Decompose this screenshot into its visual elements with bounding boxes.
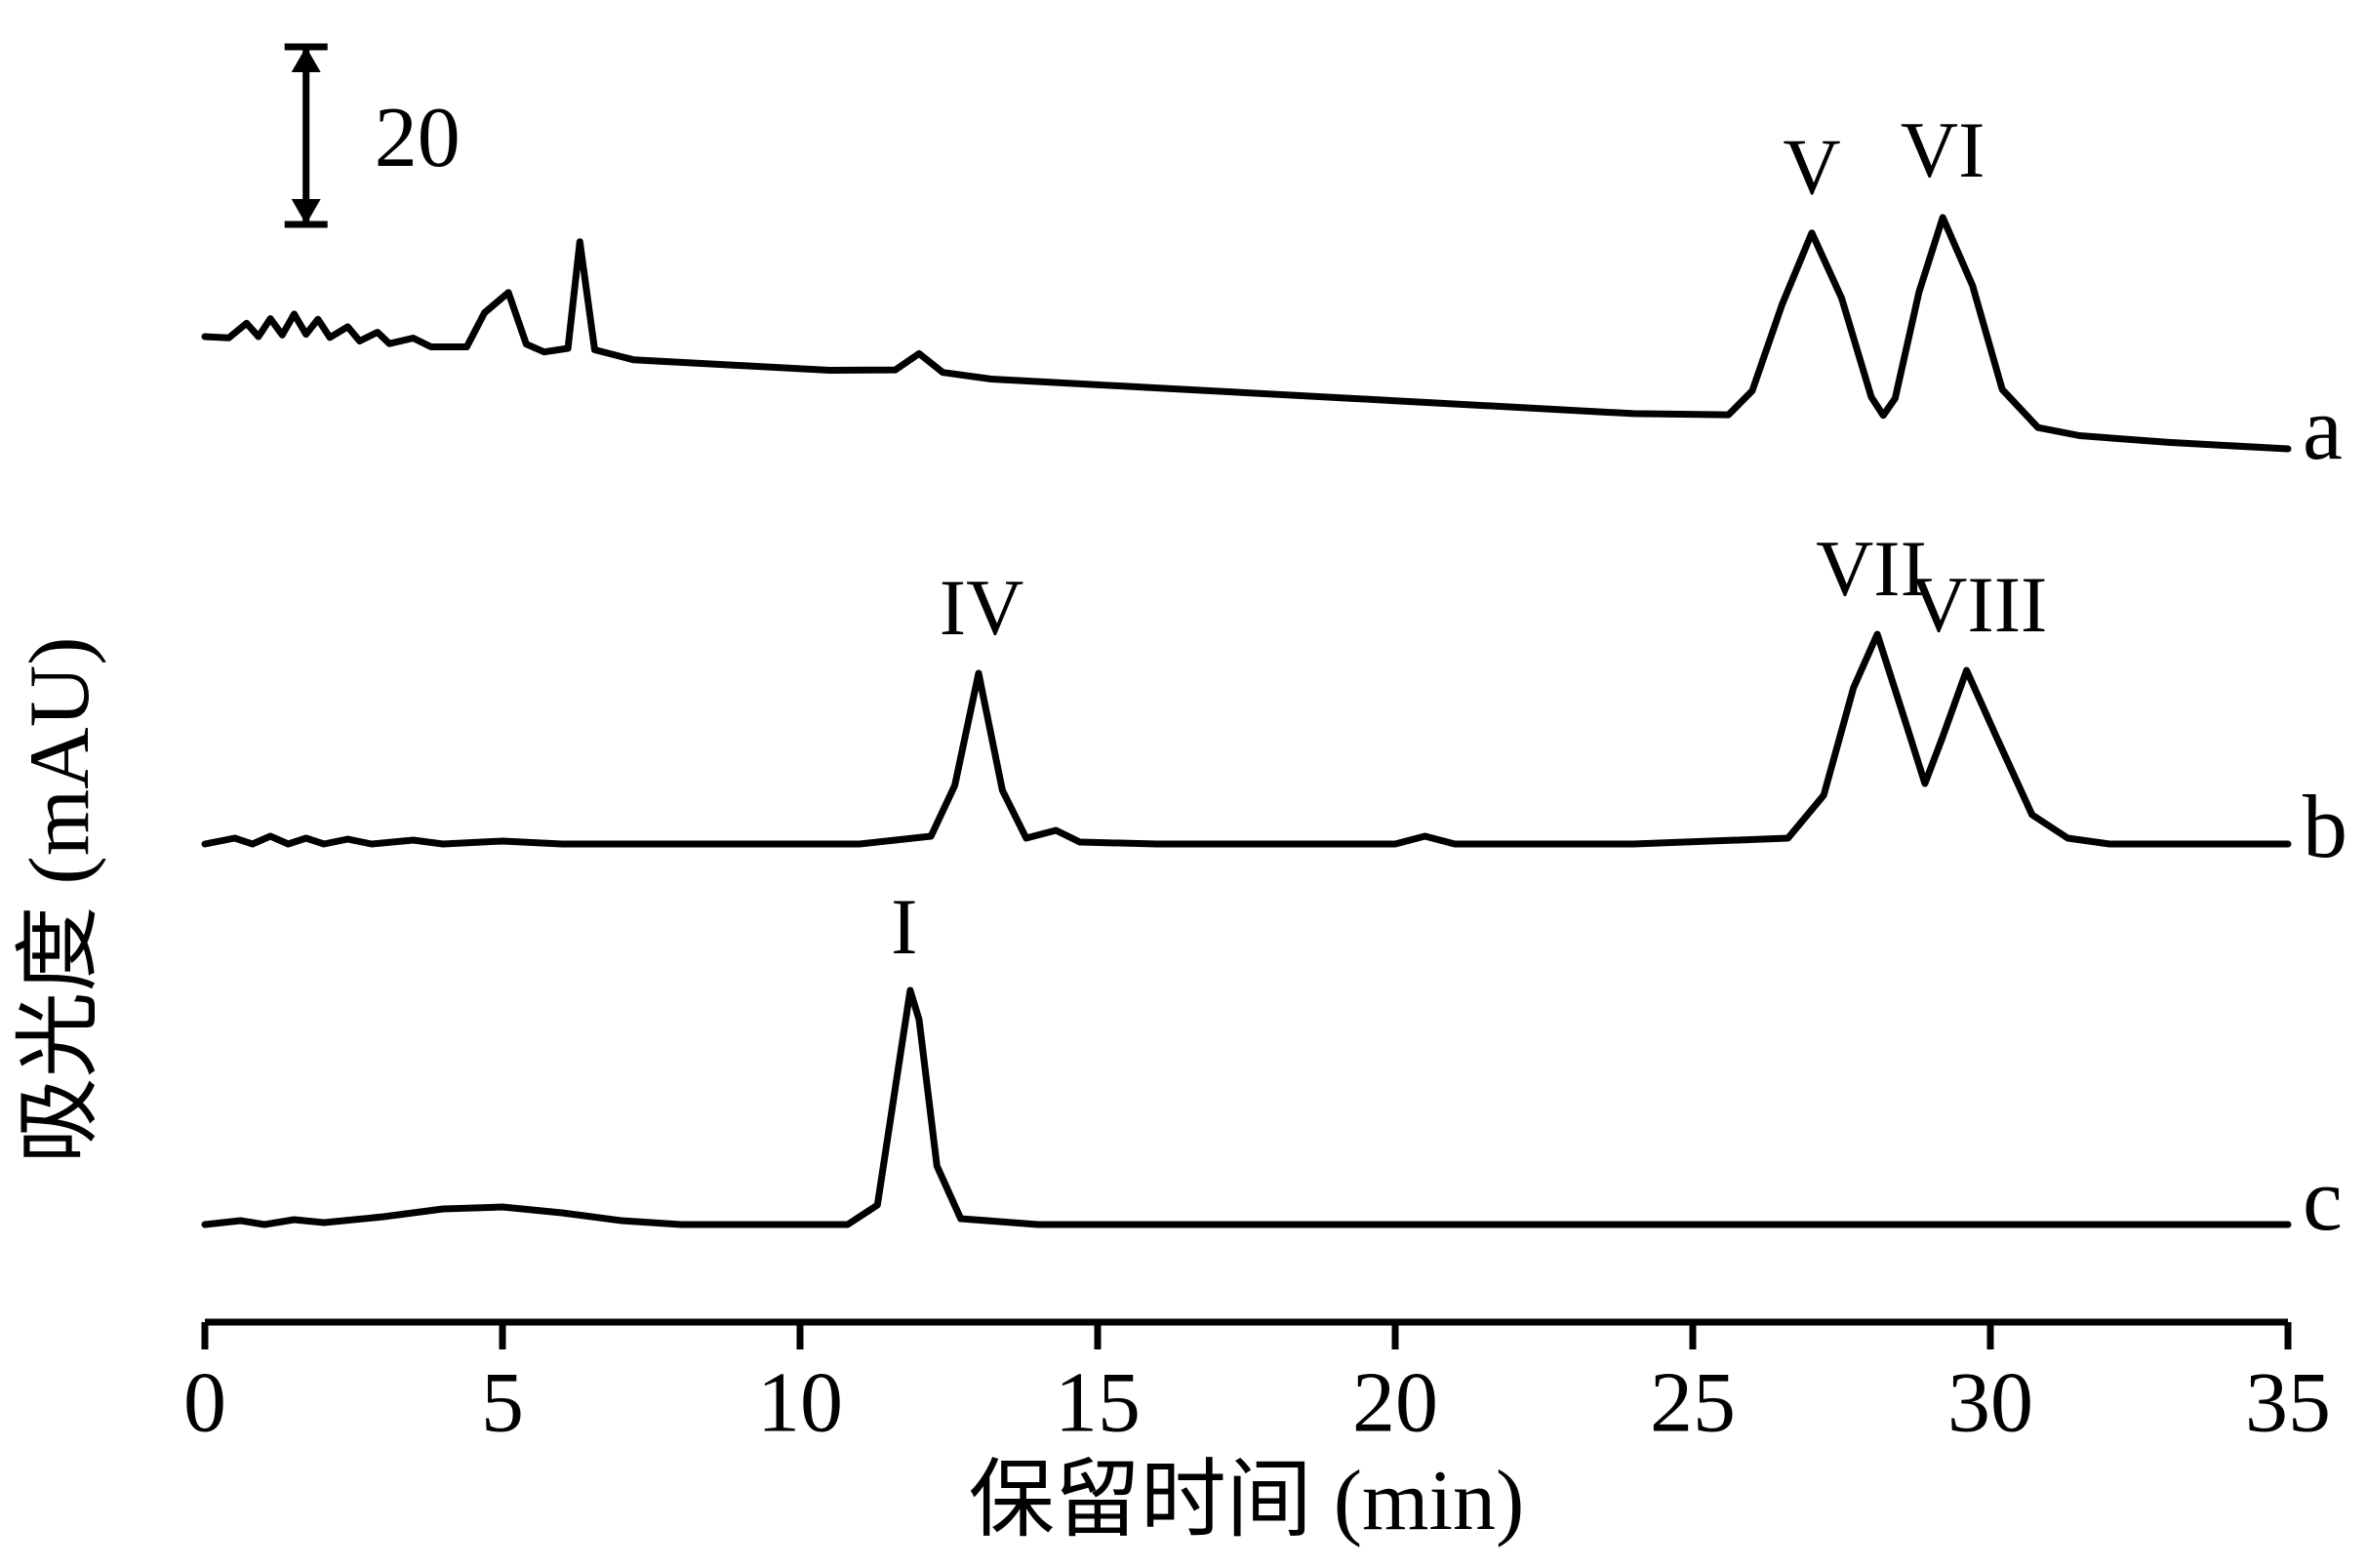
peak-label: V <box>1783 123 1840 212</box>
scale-bar-arrow <box>292 47 321 72</box>
x-tick-label: 5 <box>481 1356 524 1451</box>
trace-tag: c <box>2303 1149 2343 1249</box>
trace-tag: b <box>2303 777 2347 876</box>
chromatogram-figure: 0 5 10 15 20 25 30 35 保留时间 (min) 吸光度 (mAU) 20 V VI a I… <box>0 0 2366 1568</box>
trace-b <box>205 634 2288 844</box>
scale-bar-arrow <box>292 199 321 224</box>
trace-c <box>205 990 2288 1225</box>
peak-label: I <box>891 882 917 971</box>
trace-a <box>205 218 2288 449</box>
x-tick-label: 15 <box>1055 1356 1141 1451</box>
peak-label: IV <box>940 563 1024 652</box>
x-axis-label: 保留时间 (min) <box>969 1454 1525 1548</box>
peak-label: VIII <box>1909 560 2047 649</box>
scale-bar-value: 20 <box>375 91 461 185</box>
x-tick-label: 25 <box>1650 1356 1736 1451</box>
peak-label: VI <box>1901 105 1985 194</box>
y-axis-label: 吸光度 (mAU) <box>13 636 107 1163</box>
trace-tag: a <box>2303 379 2343 478</box>
x-tick-label: 30 <box>1947 1356 2033 1451</box>
figure-container: 0 5 10 15 20 25 30 35 保留时间 (min) 吸光度 (mAU) 20 V VI a I… <box>0 0 2366 1568</box>
x-tick-label: 10 <box>757 1356 843 1451</box>
x-tick-label: 35 <box>2245 1356 2331 1451</box>
x-tick-label: 20 <box>1352 1356 1438 1451</box>
x-tick-label: 0 <box>183 1356 226 1451</box>
